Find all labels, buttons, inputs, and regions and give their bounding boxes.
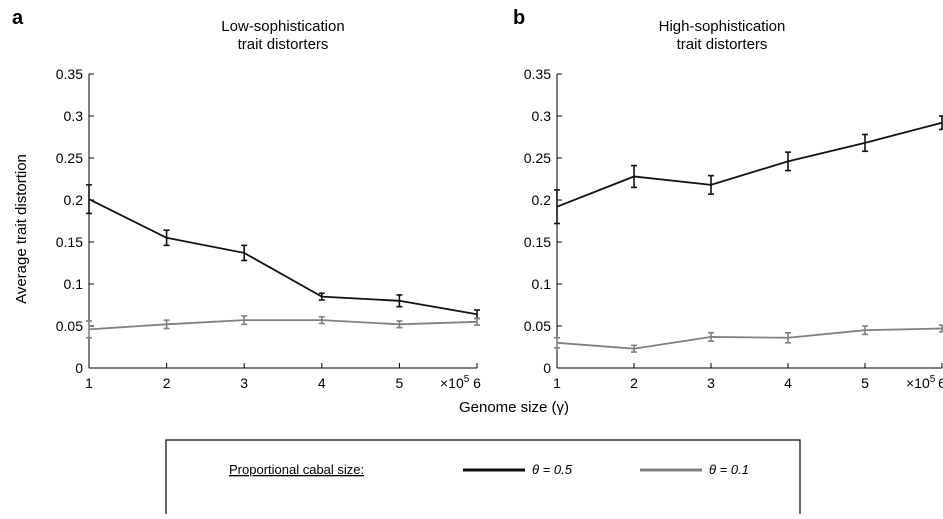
chart-title-line: Low-sophistication [221, 18, 344, 35]
y-tick-label: 0.05 [56, 318, 83, 334]
x-tick-label: 5 [396, 375, 404, 391]
x-tick-label: 2 [163, 375, 171, 391]
x-tick-label: 3 [707, 375, 715, 391]
chart-title-line: High-sophistication [659, 18, 786, 35]
y-tick-label: 0.2 [64, 192, 84, 208]
x-multiplier: ×105 [906, 374, 936, 391]
x-tick-label: 3 [240, 375, 248, 391]
y-axis-label: Average trait distortion [13, 154, 30, 304]
y-tick-label: 0.35 [56, 66, 83, 82]
y-tick-label: 0.1 [532, 276, 552, 292]
y-tick-label: 0.15 [524, 234, 551, 250]
legend-label-theta-0-5: θ = 0.5 [532, 462, 573, 477]
panel-letter: a [12, 7, 24, 29]
series-line [556, 121, 943, 208]
chart-title-line: trait distorters [238, 36, 329, 53]
y-tick-label: 0.25 [56, 150, 83, 166]
x-multiplier: ×105 [440, 374, 470, 391]
y-tick-label: 0.05 [524, 318, 551, 334]
legend-title: Proportional cabal size: [229, 462, 364, 477]
series-line [88, 319, 478, 331]
y-tick-label: 0.3 [532, 108, 552, 124]
series-line [88, 198, 478, 316]
x-tick-label: 5 [861, 375, 869, 391]
y-tick-label: 0.1 [64, 276, 84, 292]
y-tick-label: 0.15 [56, 234, 83, 250]
y-tick-label: 0.35 [524, 66, 551, 82]
y-tick-label: 0.25 [524, 150, 551, 166]
x-tick-label: 6 [473, 375, 481, 391]
y-tick-label: 0.3 [64, 108, 84, 124]
x-tick-label: 6 [938, 375, 943, 391]
y-tick-label: 0.2 [532, 192, 552, 208]
legend-label-theta-0-1: θ = 0.1 [709, 462, 749, 477]
y-tick-label: 0 [543, 360, 551, 376]
legend: Proportional cabal size: θ = 0.5 θ = 0.1 [165, 439, 801, 519]
x-axis-label: Genome size (γ) [459, 399, 569, 416]
x-tick-label: 4 [784, 375, 792, 391]
y-tick-label: 0 [75, 360, 83, 376]
x-tick-label: 4 [318, 375, 326, 391]
series-line [556, 327, 943, 350]
legend-box [165, 439, 801, 519]
x-tick-label: 1 [85, 375, 93, 391]
panel-letter: b [513, 7, 525, 29]
chart-title-line: trait distorters [677, 36, 768, 53]
x-tick-label: 1 [553, 375, 561, 391]
x-tick-label: 2 [630, 375, 638, 391]
